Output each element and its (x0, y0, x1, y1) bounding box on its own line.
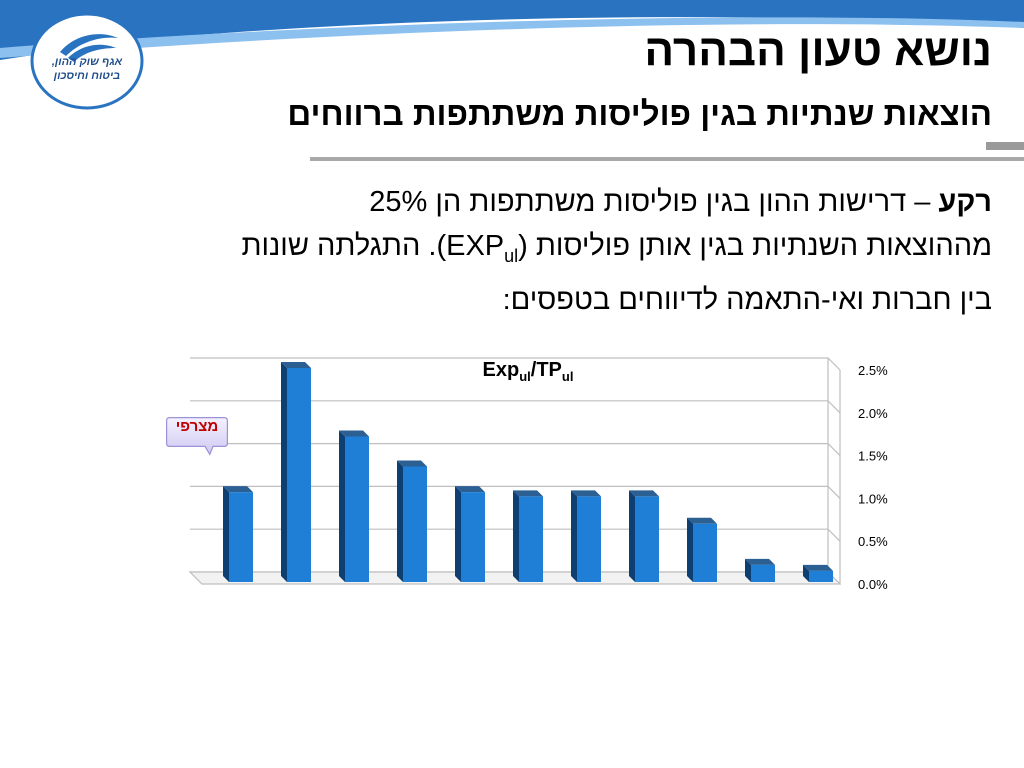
header-swoosh (0, 0, 1024, 60)
body-line2-b: ). התגלתה שונות (241, 230, 447, 262)
y-tick-label: 1.0% (858, 491, 888, 506)
body-paragraph: רקע – דרישות ההון בגין פוליסות משתתפות ה… (32, 180, 992, 322)
body-line2-sub: ul (504, 245, 519, 266)
chart-bar (571, 490, 601, 582)
chart-bar (223, 486, 253, 582)
callout-label: מצרפי (175, 418, 219, 435)
title-rule-thick (986, 142, 1024, 150)
body-line2-a: מההוצאות השנתיות בגין אותן פוליסות (EXP (446, 230, 992, 262)
chart-bar (803, 564, 833, 582)
title-rule-thin (310, 157, 1024, 161)
page-title: נושא טעון הבהרה (644, 26, 992, 75)
body-dash: – (906, 186, 939, 218)
body-line-1: רקע – דרישות ההון בגין פוליסות משתתפות ה… (32, 180, 992, 224)
y-tick-label: 0.5% (858, 534, 888, 549)
y-tick-label: 1.5% (858, 449, 888, 464)
y-tick-label: 2.0% (858, 406, 888, 421)
chart-bar (281, 362, 311, 582)
logo-text-line2: ביטוח וחיסכון (53, 70, 121, 82)
page-subtitle: הוצאות שנתיות בגין פוליסות משתתפות ברווח… (287, 95, 992, 132)
chart-bar (745, 558, 775, 582)
callout-bubble (166, 417, 228, 456)
body-line-3: בין חברות ואי-התאמה לדיווחים בטפסים: (502, 283, 992, 316)
chart-bar (455, 486, 485, 582)
chart-bar (397, 460, 427, 582)
y-tick-label: 2.5% (858, 363, 888, 378)
chart-ticks: 0.0% 0.5% 1.0% 1.5% 2.0% 2.5% (858, 363, 888, 592)
logo (30, 12, 144, 110)
chart-title: Expul/TPul (483, 359, 574, 384)
logo-text-line1: אגף שוק ההון, (51, 56, 123, 68)
y-tick-label: 0.0% (858, 577, 888, 592)
body-line1-rest: דרישות ההון בגין פוליסות משתתפות הן 25% (369, 186, 907, 218)
chart-bars (223, 362, 833, 582)
bar-chart: 0.0% 0.5% 1.0% 1.5% 2.0% 2.5% Expul/TPul (188, 357, 888, 592)
chart-bar (687, 517, 717, 582)
body-lead: רקע (938, 186, 992, 218)
body-line-2: מההוצאות השנתיות בגין אותן פוליסות (EXPu… (32, 224, 992, 278)
chart-bar (629, 490, 659, 582)
chart-bar (339, 430, 369, 582)
chart-bar (513, 490, 543, 582)
